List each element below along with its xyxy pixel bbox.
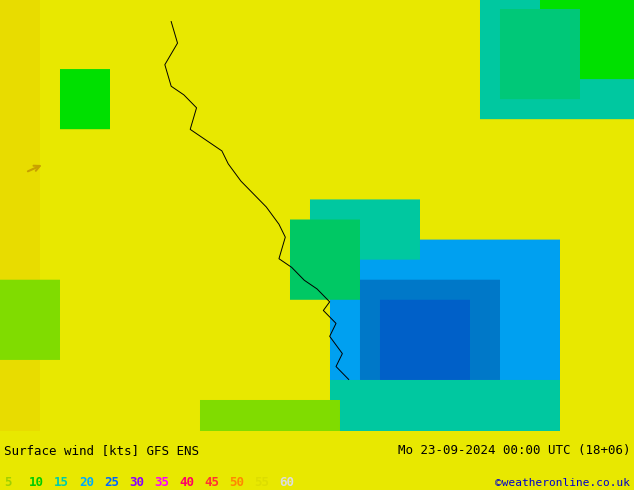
Text: 40: 40: [179, 476, 194, 489]
Text: 55: 55: [254, 476, 269, 489]
Text: 50: 50: [229, 476, 244, 489]
Text: 5: 5: [4, 476, 11, 489]
Text: 15: 15: [54, 476, 69, 489]
Text: 25: 25: [104, 476, 119, 489]
Text: 35: 35: [154, 476, 169, 489]
Text: Mo 23-09-2024 00:00 UTC (18+06): Mo 23-09-2024 00:00 UTC (18+06): [398, 444, 630, 457]
Text: 20: 20: [79, 476, 94, 489]
Text: 30: 30: [129, 476, 144, 489]
Text: Surface wind [kts] GFS ENS: Surface wind [kts] GFS ENS: [4, 444, 199, 457]
Text: ©weatheronline.co.uk: ©weatheronline.co.uk: [495, 478, 630, 488]
Text: 45: 45: [204, 476, 219, 489]
Text: 60: 60: [279, 476, 294, 489]
Text: 10: 10: [29, 476, 44, 489]
